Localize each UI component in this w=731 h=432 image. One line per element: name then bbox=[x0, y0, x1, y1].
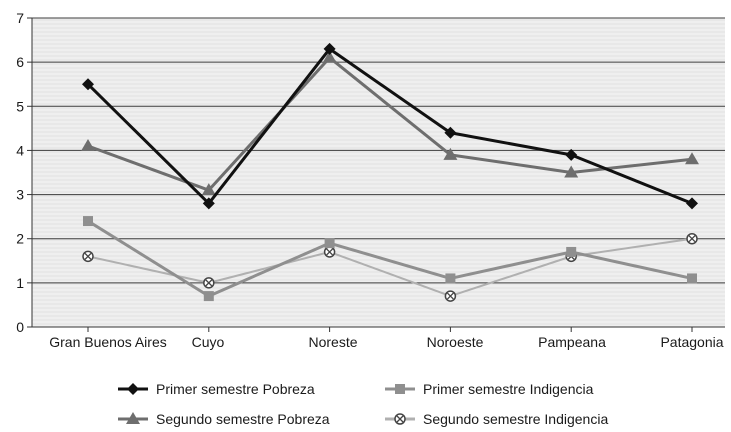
data-point bbox=[323, 246, 336, 258]
data-point bbox=[443, 147, 458, 160]
legend-marker bbox=[394, 413, 406, 425]
data-point bbox=[201, 183, 216, 196]
plot-stripes bbox=[32, 19, 725, 325]
x-tick-label: Noroeste bbox=[427, 334, 484, 350]
marker-cross bbox=[688, 235, 696, 243]
data-point bbox=[203, 291, 214, 302]
x-tick-label: Patagonia bbox=[660, 334, 723, 350]
x-tick-label: Pampeana bbox=[538, 334, 606, 350]
legend-marker bbox=[126, 412, 140, 424]
series-primer-semestre-pobreza bbox=[82, 42, 698, 210]
legend-marker bbox=[127, 383, 139, 395]
series-line bbox=[87, 237, 693, 298]
data-point bbox=[202, 197, 215, 210]
data-point bbox=[324, 238, 335, 249]
data-point bbox=[564, 165, 579, 178]
y-tick-label: 7 bbox=[16, 10, 24, 26]
legend-label: Segundo semestre Pobreza bbox=[156, 411, 330, 427]
data-point bbox=[445, 273, 456, 284]
series-line bbox=[87, 219, 693, 298]
legend-item-primer-semestre-indigencia: Primer semestre Indigencia bbox=[385, 381, 594, 397]
data-point bbox=[565, 148, 578, 161]
y-tick-label: 3 bbox=[16, 187, 24, 203]
data-point bbox=[444, 126, 457, 139]
y-tick-label: 1 bbox=[16, 275, 24, 291]
series-layer bbox=[81, 42, 699, 302]
data-point bbox=[322, 50, 337, 63]
series-segundo-semestre-indigencia bbox=[82, 232, 698, 302]
legend-label: Primer semestre Pobreza bbox=[156, 381, 315, 397]
data-point bbox=[83, 216, 93, 227]
marker-cross bbox=[446, 292, 454, 300]
series-line bbox=[86, 47, 693, 205]
data-point bbox=[203, 277, 215, 289]
y-tick-label: 2 bbox=[16, 231, 24, 247]
y-axis-ticks: 0 1 2 3 4 5 6 7 bbox=[16, 10, 32, 335]
data-point bbox=[685, 152, 699, 165]
marker-cross bbox=[326, 248, 334, 256]
data-point bbox=[444, 290, 457, 302]
data-point bbox=[686, 197, 698, 210]
data-point bbox=[566, 246, 577, 257]
y-tick-label: 4 bbox=[16, 142, 24, 158]
legend-marker bbox=[395, 384, 405, 394]
marker-cross bbox=[84, 252, 92, 260]
legend-item-segundo-semestre-indigencia: Segundo semestre Indigencia bbox=[385, 411, 608, 427]
y-tick-label: 6 bbox=[16, 54, 24, 70]
data-point bbox=[687, 273, 697, 284]
x-axis-ticks: Gran Buenos Aires Cuyo Noreste Noroeste Pamp… bbox=[49, 327, 724, 350]
legend-label: Primer semestre Indigencia bbox=[423, 381, 594, 397]
x-tick-label: Cuyo bbox=[192, 334, 225, 350]
x-tick-label: Noreste bbox=[308, 334, 357, 350]
data-point bbox=[82, 78, 94, 91]
marker-cross bbox=[396, 415, 404, 423]
y-tick-label: 5 bbox=[16, 98, 24, 114]
x-tick-label: Gran Buenos Aires bbox=[49, 334, 167, 350]
y-tick-label: 0 bbox=[16, 319, 24, 335]
marker-cross bbox=[205, 279, 213, 287]
legend-label: Segundo semestre Indigencia bbox=[423, 411, 608, 427]
data-point bbox=[323, 42, 336, 55]
legend-item-segundo-semestre-pobreza: Segundo semestre Pobreza bbox=[118, 411, 330, 427]
data-point bbox=[81, 139, 95, 152]
legend: Primer semestre Pobreza Primer semestre I… bbox=[118, 381, 608, 427]
series-primer-semestre-indigencia bbox=[83, 216, 697, 302]
legend-item-primer-semestre-pobreza: Primer semestre Pobreza bbox=[118, 381, 315, 397]
gridlines bbox=[32, 17, 725, 284]
data-point bbox=[686, 232, 698, 245]
data-point bbox=[82, 250, 94, 263]
